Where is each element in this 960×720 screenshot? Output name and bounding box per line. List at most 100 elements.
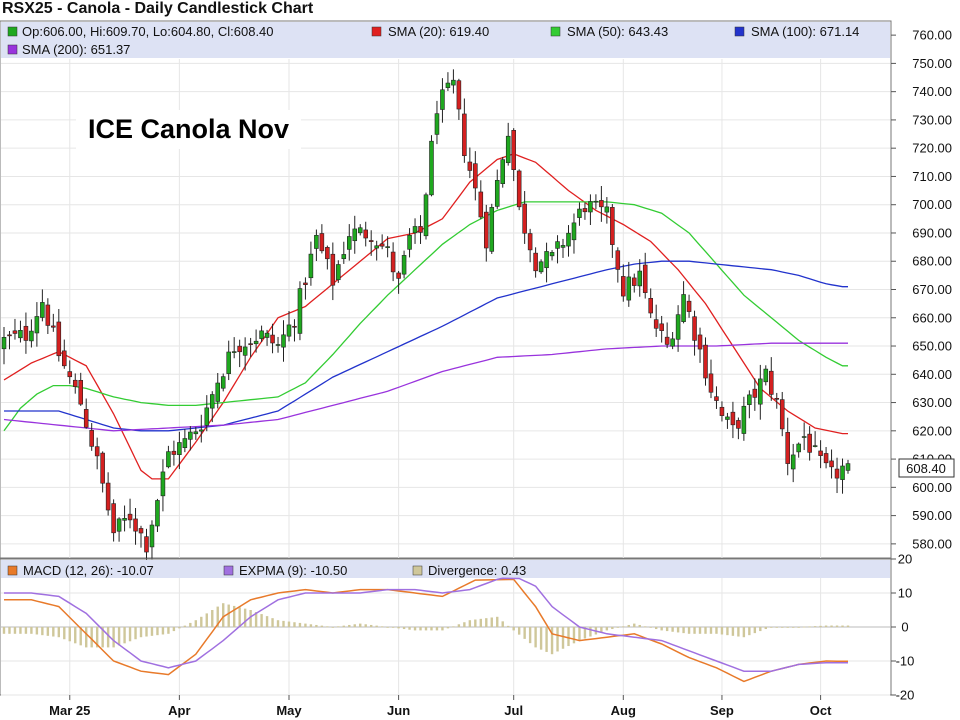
candle-down xyxy=(56,321,62,357)
sma100-line xyxy=(4,260,848,432)
divergence-bar xyxy=(348,624,351,627)
divergence-bar xyxy=(178,627,181,629)
divergence-bar xyxy=(687,627,691,634)
candle-down xyxy=(138,528,144,534)
candle-up xyxy=(626,276,632,301)
divergence-bar xyxy=(501,621,504,627)
divergence-bar xyxy=(824,625,828,627)
divergence-bar xyxy=(791,627,795,628)
candle-up xyxy=(199,429,204,432)
macd-panel: MACD (12, 26): -10.07 EXPMA (9): -10.50 … xyxy=(0,558,892,696)
candle-down xyxy=(248,343,253,345)
divergence-bar xyxy=(90,627,93,648)
candle-down xyxy=(829,460,834,468)
divergence-bar xyxy=(8,627,11,634)
divergence-bar xyxy=(167,627,170,634)
candle-down xyxy=(171,450,177,455)
candle-down xyxy=(23,325,29,341)
divergence-bar xyxy=(715,627,718,634)
candle-up xyxy=(812,445,818,447)
divergence-bar xyxy=(490,617,493,627)
divergence-bar xyxy=(276,620,280,627)
divergence-bar xyxy=(457,624,461,627)
divergence-bar xyxy=(150,627,154,636)
candle-down xyxy=(621,276,626,297)
candle-down xyxy=(818,450,823,456)
candle-up xyxy=(401,255,407,275)
divergence-bar xyxy=(205,613,208,627)
legend-swatch-sma200 xyxy=(7,44,18,55)
divergence-bar xyxy=(46,627,50,636)
divergence-bar xyxy=(391,627,395,628)
candle-down xyxy=(527,233,533,251)
divergence-bar xyxy=(13,627,17,634)
candle-down xyxy=(390,251,396,273)
divergence-bar xyxy=(452,626,455,628)
divergence-bar xyxy=(479,618,483,627)
candle-down xyxy=(686,300,692,312)
divergence-bar xyxy=(435,627,439,631)
legend-sma200: SMA (200): 651.37 xyxy=(22,42,130,57)
candle-down xyxy=(62,350,67,367)
divergence-bar xyxy=(485,618,488,627)
candle-up xyxy=(440,89,445,110)
candle-up xyxy=(790,454,796,470)
divergence-bar xyxy=(808,626,811,628)
candle-up xyxy=(429,140,434,196)
legend-swatch-ohlc xyxy=(7,26,18,37)
candle-up xyxy=(500,159,506,184)
candle-up xyxy=(577,208,582,218)
candle-down xyxy=(7,334,12,337)
candle-down xyxy=(599,200,604,208)
divergence-bar xyxy=(216,606,219,627)
candle-up xyxy=(555,241,560,249)
candle-down xyxy=(714,396,719,401)
price-tick-label: 620.00 xyxy=(912,423,952,438)
candle-up xyxy=(451,79,456,86)
divergence-bar xyxy=(413,627,417,631)
divergence-bar xyxy=(534,627,537,648)
divergence-bar xyxy=(123,627,126,644)
candle-up xyxy=(801,436,807,438)
price-tick-label: 680.00 xyxy=(912,254,952,269)
legend-swatch-divergence xyxy=(412,565,423,576)
divergence-bar xyxy=(841,625,844,627)
candlesticks xyxy=(1,69,851,565)
divergence-bar xyxy=(364,624,367,627)
candle-down xyxy=(83,409,89,428)
macd-lines xyxy=(4,577,848,683)
divergence-bar xyxy=(243,608,247,627)
candle-up xyxy=(204,407,210,426)
divergence-bar xyxy=(41,627,44,636)
candle-up xyxy=(193,431,199,435)
divergence-bar xyxy=(748,627,751,636)
candle-up xyxy=(1,337,7,350)
price-tick-label: 600.00 xyxy=(912,480,952,495)
candle-down xyxy=(292,325,297,328)
candle-down xyxy=(456,80,462,110)
divergence-bar xyxy=(222,603,225,627)
candle-up xyxy=(166,451,171,468)
divergence-bar xyxy=(211,610,214,627)
price-tick-label: 630.00 xyxy=(912,395,952,410)
divergence-bar xyxy=(813,626,817,627)
candle-up xyxy=(747,394,752,405)
candle-down xyxy=(12,330,18,334)
divergence-bar xyxy=(605,627,609,631)
divergence-bar xyxy=(320,625,324,627)
candle-up xyxy=(385,246,390,248)
candle-up xyxy=(544,251,549,269)
price-panel: Op:606.00, Hi:609.70, Lo:604.80, Cl:608.… xyxy=(0,20,892,565)
candle-up xyxy=(494,180,500,207)
candle-down xyxy=(325,247,330,260)
price-tick-label: 720.00 xyxy=(912,141,952,156)
candle-up xyxy=(681,294,686,322)
divergence-bar xyxy=(753,627,757,634)
candle-up xyxy=(412,226,418,234)
price-tick-label: 700.00 xyxy=(912,197,952,212)
divergence-bar xyxy=(227,604,230,627)
divergence-bar xyxy=(282,620,285,627)
divergence-bar xyxy=(386,627,389,628)
divergence-bar xyxy=(835,625,839,627)
